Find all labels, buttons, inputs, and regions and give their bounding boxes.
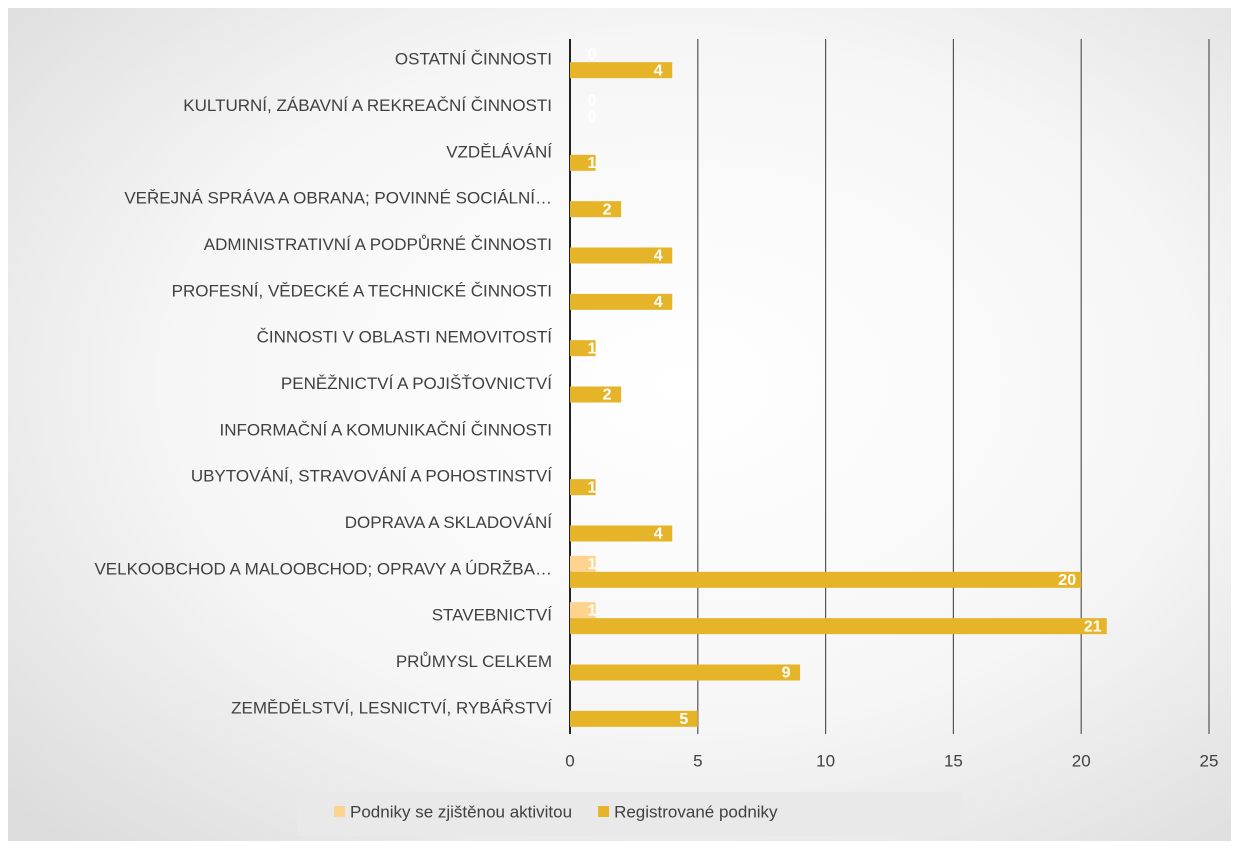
data-label: 2 bbox=[603, 387, 612, 404]
y-tick-label: PROFESNÍ, VĚDECKÉ A TECHNICKÉ ČINNOSTI bbox=[172, 281, 552, 300]
bar bbox=[570, 293, 673, 310]
y-tick-label: ADMINISTRATIVNÍ A PODPŮRNÉ ČINNOSTI bbox=[204, 235, 552, 254]
data-label: 9 bbox=[782, 665, 791, 682]
background bbox=[8, 8, 1231, 841]
legend-box bbox=[297, 792, 962, 836]
bar bbox=[570, 618, 1107, 635]
data-label: 1 bbox=[588, 479, 597, 496]
bar bbox=[570, 571, 1082, 588]
data-label: 2 bbox=[603, 201, 612, 218]
bar bbox=[570, 555, 596, 572]
data-label: 1 bbox=[588, 602, 597, 619]
bar bbox=[570, 525, 673, 542]
bar bbox=[570, 62, 673, 79]
x-tick-label: 15 bbox=[944, 751, 963, 770]
y-tick-label: PRŮMYSL CELKEM bbox=[396, 652, 552, 671]
bar bbox=[570, 479, 596, 496]
data-label: 1 bbox=[588, 340, 597, 357]
y-tick-label: ČINNOSTI V OBLASTI NEMOVITOSTÍ bbox=[257, 328, 553, 347]
y-tick-label: VELKOOBCHOD A MALOOBCHOD; OPRAVY A ÚDRŽB… bbox=[94, 559, 552, 578]
bar bbox=[570, 386, 622, 403]
bar bbox=[570, 710, 698, 727]
y-tick-label: KULTURNÍ, ZÁBAVNÍ A REKREAČNÍ ČINNOSTI bbox=[183, 96, 552, 115]
y-tick-label: VZDĚLÁVÁNÍ bbox=[446, 142, 552, 161]
y-tick-label: VEŘEJNÁ SPRÁVA A OBRANA; POVINNÉ SOCIÁLN… bbox=[124, 189, 552, 208]
x-tick-label: 20 bbox=[1072, 751, 1091, 770]
data-label: 20 bbox=[1058, 572, 1076, 589]
bar bbox=[570, 247, 673, 264]
x-tick-label: 5 bbox=[693, 751, 702, 770]
y-tick-label: OSTATNÍ ČINNOSTI bbox=[395, 50, 552, 69]
data-label: 0 bbox=[588, 93, 597, 110]
y-tick-label: STAVEBNICTVÍ bbox=[432, 606, 553, 625]
bar bbox=[570, 154, 596, 171]
x-tick-label: 25 bbox=[1200, 751, 1219, 770]
y-tick-label: PENĚŽNICTVÍ A POJIŠŤOVNICTVÍ bbox=[281, 374, 552, 393]
y-tick-label: DOPRAVA A SKLADOVÁNÍ bbox=[345, 513, 553, 532]
data-label: 4 bbox=[654, 248, 663, 265]
bar bbox=[570, 201, 622, 218]
data-label: 0 bbox=[588, 46, 597, 63]
y-tick-label: ZEMĚDĚLSTVÍ, LESNICTVÍ, RYBÁŘSTVÍ bbox=[231, 698, 552, 717]
bar bbox=[570, 602, 596, 619]
bar bbox=[570, 664, 801, 681]
data-label: 4 bbox=[654, 62, 663, 79]
y-tick-label: UBYTOVÁNÍ, STRAVOVÁNÍ A POHOSTINSTVÍ bbox=[191, 467, 552, 486]
data-label: 21 bbox=[1084, 618, 1102, 635]
legend-label: Podniky se zjištěnou aktivitou bbox=[350, 802, 572, 821]
legend-label: Registrované podniky bbox=[614, 802, 778, 821]
legend-swatch bbox=[334, 806, 345, 817]
x-tick-label: 10 bbox=[816, 751, 835, 770]
data-label: 1 bbox=[588, 155, 597, 172]
x-tick-label: 0 bbox=[565, 751, 574, 770]
y-tick-label: INFORMAČNÍ A KOMUNIKAČNÍ ČINNOSTI bbox=[220, 420, 552, 439]
bar bbox=[570, 340, 596, 357]
data-label: 4 bbox=[654, 526, 663, 543]
data-label: 1 bbox=[588, 556, 597, 573]
legend-swatch bbox=[598, 806, 610, 817]
data-label: 4 bbox=[654, 294, 663, 311]
data-label: 5 bbox=[679, 711, 688, 728]
data-label: 0 bbox=[588, 109, 597, 126]
